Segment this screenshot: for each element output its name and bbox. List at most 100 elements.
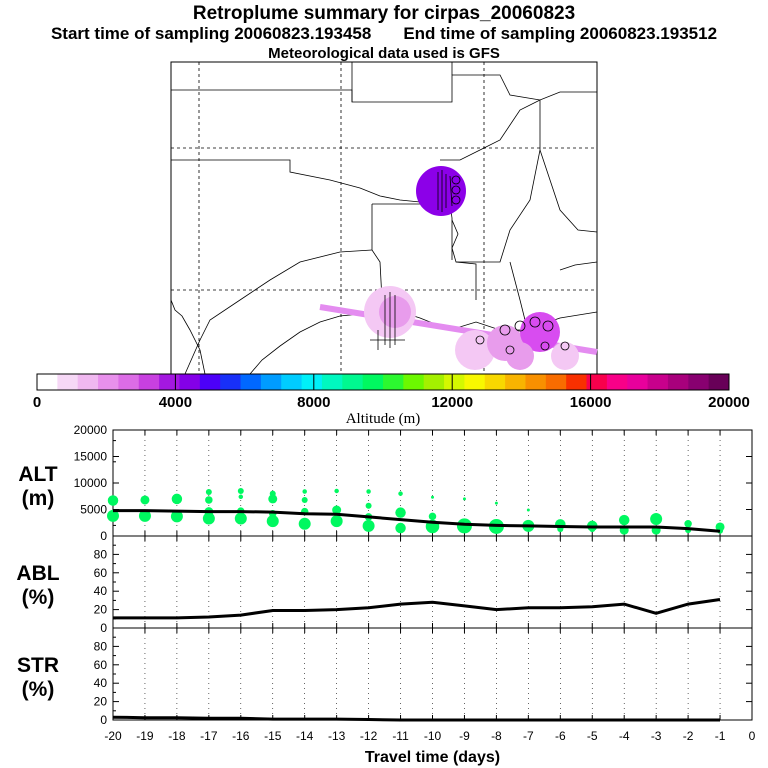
altitude-point [334,488,339,494]
colorbar-swatch [118,374,140,390]
abl-line [113,598,721,620]
altitude-point [362,519,375,532]
colorbar-swatch [403,374,425,390]
chart-ylabel-unit: (%) [22,678,55,701]
colorbar-swatch [281,374,303,390]
plume-blob [551,342,579,370]
chart-ytick-label: 60 [94,566,108,580]
figure-title: Retroplume summary for cirpas_20060823 [192,3,576,24]
colorbar-tick-label: 0 [33,394,41,411]
colorbar-swatch [423,374,445,390]
chart-ytick-label: 80 [94,639,108,653]
colorbar-tick-label: 16000 [570,394,612,411]
colorbar-tick-label: 8000 [297,394,330,411]
colorbar-swatch [260,374,282,390]
altitude-point [330,515,343,528]
altitude-point [526,508,530,512]
plume-lower-contours [370,292,570,355]
colorbar-swatch [688,374,710,390]
colorbar-swatch [301,374,323,390]
chart-ytick-label: 15000 [74,450,108,464]
chart-xtick-label: -2 [683,729,694,743]
chart-xtick-label: -11 [392,729,409,743]
altitude-point [234,512,247,525]
chart-ytick-label: 5000 [80,503,107,517]
chart-ytick-label: 20 [94,603,108,617]
colorbar-swatch [708,374,730,390]
start-time-label: Start time of sampling 20060823.193458 [50,24,372,43]
colorbar-swatch [57,374,79,390]
colorbar-swatch [464,374,486,390]
chart-ytick-label: 10000 [74,476,108,490]
chart-ytick-label: 20000 [74,423,108,437]
altitude-point [494,501,498,505]
altitude-point [301,496,308,503]
colorbar-swatch [362,374,384,390]
altitude-point [684,520,692,528]
chart-ylabel-name: ABL [16,562,59,585]
altitude-point [268,494,278,504]
chart-ylabel-name: STR [17,654,59,677]
altitude-point [365,502,372,509]
altitude-point [395,507,406,518]
chart-ytick-label: 40 [94,676,108,690]
chart-xtick-label: -12 [360,729,378,743]
colorbar-swatch [342,374,364,390]
plume-blob [506,342,534,370]
chart-xtick-label: -8 [491,729,502,743]
colorbar-swatch [545,374,567,390]
colorbar-swatch [484,374,506,390]
met-data-label: Meteorological data used is GFS [268,45,500,62]
altitude-point [366,489,371,494]
colorbar-swatch [37,374,58,390]
chart-ytick-label: 0 [100,713,107,727]
chart-xtick-label: -3 [651,729,662,743]
altitude-mean-line [113,509,721,533]
colorbar-swatch [77,374,99,390]
altitude-colorbar: 0 4000 8000 12000 16000 20000 Altitude (m) [33,373,750,427]
colorbar-swatch [566,374,588,390]
altitude-point [140,495,150,505]
chart-xtick-label: -13 [328,729,346,743]
chart-ylabel-name: ALT [18,463,57,486]
altitude-point [238,494,244,500]
colorbar-swatch [179,374,201,390]
colorbar-swatch [525,374,547,390]
chart-xtick-label: -7 [523,729,534,743]
colorbar-swatch [321,374,343,390]
altitude-point [107,509,119,522]
colorbar-swatch [199,374,221,390]
altitude-point [237,487,244,494]
colorbar-swatch [98,374,119,390]
altitude-point [266,515,279,528]
time-series-panels: 0 5000 10000 15000 20000 ALT(m) 0 20 40 60 80 ABL (%… [16,423,755,766]
altitude-point [431,495,434,499]
chart-xtick-label: -1 [715,729,726,743]
colorbar-tick-label: 12000 [431,394,473,411]
chart-ytick-label: 40 [94,584,108,598]
chart-xtick-label: -19 [136,729,154,743]
chart-ylabel-unit: (m) [22,487,55,510]
altitude-point [107,495,119,506]
sampling-times: Start time of sampling 20060823.193458 En… [0,24,768,44]
colorbar-swatch [586,374,608,390]
plume-source-contours [437,170,461,212]
chart-panel-abl: 0 20 40 60 80 ABL(%) [16,535,753,635]
altitude-point [202,512,215,525]
altitude-point [650,513,663,526]
colorbar-swatch [505,374,526,390]
altitude-point [171,493,183,505]
altitude-point [428,512,437,521]
colorbar-swatch [220,374,242,390]
plume-lower [319,286,598,370]
chart-panel-alt: 0 5000 10000 15000 20000 ALT(m) [18,423,753,543]
chart-xtick-label: -18 [168,729,186,743]
colorbar-swatch [159,374,180,390]
chart-ytick-label: 0 [100,621,107,635]
chart-ytick-label: 0 [100,529,107,543]
str-line [112,715,720,722]
altitude-point [302,489,307,494]
chart-xtick-label: -15 [264,729,282,743]
